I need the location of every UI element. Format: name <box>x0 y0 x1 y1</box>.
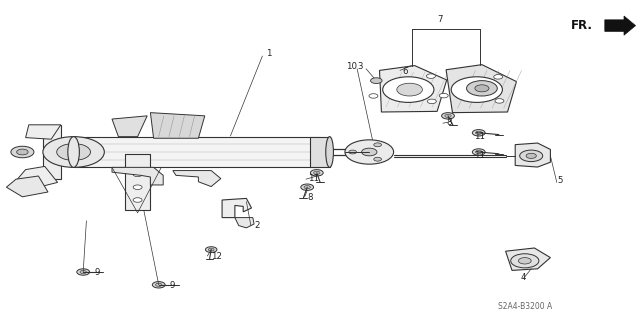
Text: 11: 11 <box>474 151 484 160</box>
Circle shape <box>428 99 436 104</box>
Circle shape <box>43 137 104 167</box>
Circle shape <box>476 131 482 134</box>
Circle shape <box>354 150 363 154</box>
Polygon shape <box>222 198 252 218</box>
Text: 11: 11 <box>308 174 319 183</box>
Ellipse shape <box>68 137 79 167</box>
Circle shape <box>475 85 489 92</box>
Polygon shape <box>112 167 163 185</box>
Circle shape <box>472 130 485 136</box>
Circle shape <box>348 147 369 157</box>
Circle shape <box>133 185 142 189</box>
Polygon shape <box>16 166 58 189</box>
Text: 9: 9 <box>95 268 100 277</box>
Text: 1: 1 <box>266 49 271 58</box>
Polygon shape <box>150 113 205 138</box>
Circle shape <box>476 150 482 154</box>
Text: 8: 8 <box>446 118 452 127</box>
Polygon shape <box>43 125 61 179</box>
Circle shape <box>57 144 90 160</box>
Circle shape <box>205 247 217 252</box>
Text: 12: 12 <box>211 252 222 261</box>
Text: 11: 11 <box>474 132 484 141</box>
Circle shape <box>133 172 142 177</box>
Polygon shape <box>6 176 48 197</box>
Polygon shape <box>506 248 550 270</box>
Circle shape <box>310 170 323 176</box>
Text: 8: 8 <box>307 193 313 202</box>
Circle shape <box>374 143 381 147</box>
Circle shape <box>349 150 356 154</box>
Text: 2: 2 <box>254 221 260 230</box>
Circle shape <box>11 146 34 158</box>
Circle shape <box>77 269 90 275</box>
Circle shape <box>383 77 434 102</box>
Circle shape <box>133 198 142 202</box>
Polygon shape <box>605 16 636 35</box>
Text: 5: 5 <box>557 176 563 185</box>
Circle shape <box>397 83 422 96</box>
Polygon shape <box>125 154 150 210</box>
Circle shape <box>442 113 454 119</box>
Circle shape <box>467 81 497 96</box>
Circle shape <box>152 282 165 288</box>
Circle shape <box>345 140 394 164</box>
Polygon shape <box>74 137 320 167</box>
Circle shape <box>426 74 435 78</box>
Circle shape <box>17 149 28 155</box>
Polygon shape <box>310 137 330 167</box>
Text: 9: 9 <box>170 281 175 290</box>
Text: 7: 7 <box>438 15 444 24</box>
Text: 3: 3 <box>358 62 364 71</box>
Circle shape <box>511 254 539 268</box>
Text: FR.: FR. <box>571 19 593 32</box>
Circle shape <box>304 186 310 189</box>
Polygon shape <box>515 143 550 167</box>
Polygon shape <box>380 66 447 112</box>
Circle shape <box>374 157 381 161</box>
Circle shape <box>156 283 162 286</box>
Circle shape <box>451 77 502 102</box>
Ellipse shape <box>326 137 333 167</box>
Circle shape <box>445 114 451 117</box>
Circle shape <box>362 148 377 156</box>
Circle shape <box>518 258 531 264</box>
Text: S2A4-B3200 A: S2A4-B3200 A <box>498 302 552 311</box>
Circle shape <box>439 93 448 98</box>
Text: 10: 10 <box>346 62 357 71</box>
Circle shape <box>369 94 378 98</box>
Circle shape <box>520 150 543 162</box>
Circle shape <box>80 270 86 274</box>
Circle shape <box>209 248 214 251</box>
Circle shape <box>371 78 382 84</box>
Circle shape <box>314 171 320 174</box>
Polygon shape <box>112 116 147 137</box>
Circle shape <box>493 75 502 79</box>
Polygon shape <box>446 65 516 113</box>
Polygon shape <box>26 125 61 139</box>
Circle shape <box>526 153 536 158</box>
Polygon shape <box>173 171 221 187</box>
Polygon shape <box>235 218 254 228</box>
Circle shape <box>495 99 504 103</box>
Text: 4: 4 <box>520 273 526 282</box>
Text: 6: 6 <box>402 67 408 76</box>
Circle shape <box>472 149 485 155</box>
Circle shape <box>301 184 314 190</box>
